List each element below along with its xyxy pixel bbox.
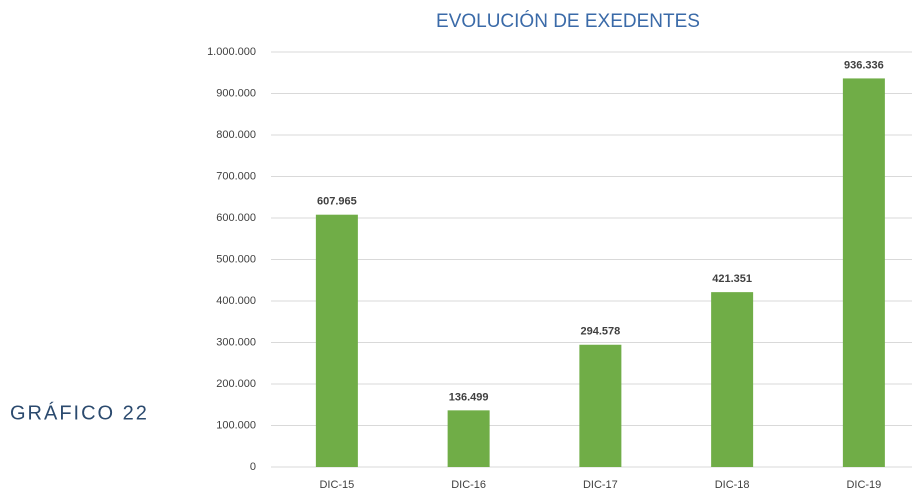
x-tick-label: DIC-18: [715, 479, 750, 491]
y-tick-label: 700.000: [216, 170, 256, 182]
chart-title: EVOLUCIÓN DE EXEDENTES: [436, 10, 700, 32]
data-label: 294.578: [580, 326, 620, 338]
y-tick-label: 100.000: [216, 419, 256, 431]
bar: [711, 292, 754, 467]
y-tick-label: 300.000: [216, 336, 256, 348]
y-tick-label: 500.000: [216, 253, 256, 265]
data-label: 936.336: [844, 59, 884, 71]
x-tick-label: DIC-16: [451, 479, 486, 491]
data-label: 421.351: [712, 273, 752, 285]
y-tick-label: 0: [250, 461, 256, 473]
caption: GRÁFICO 22: [10, 401, 149, 424]
y-tick-label: 200.000: [216, 378, 256, 390]
y-tick-label: 1.000.000: [207, 46, 256, 58]
y-tick-label: 800.000: [216, 129, 256, 141]
bar: [447, 410, 490, 467]
y-tick-label: 900.000: [216, 87, 256, 99]
x-tick-label: DIC-17: [583, 479, 618, 491]
y-tick-label: 600.000: [216, 212, 256, 224]
data-label: 136.499: [449, 391, 489, 403]
bar: [842, 78, 885, 467]
bar: [579, 344, 622, 467]
bar: [315, 214, 358, 467]
x-tick-label: DIC-19: [846, 479, 881, 491]
x-tick-label: DIC-15: [319, 479, 354, 491]
y-tick-label: 400.000: [216, 295, 256, 307]
data-label: 607.965: [317, 196, 357, 208]
